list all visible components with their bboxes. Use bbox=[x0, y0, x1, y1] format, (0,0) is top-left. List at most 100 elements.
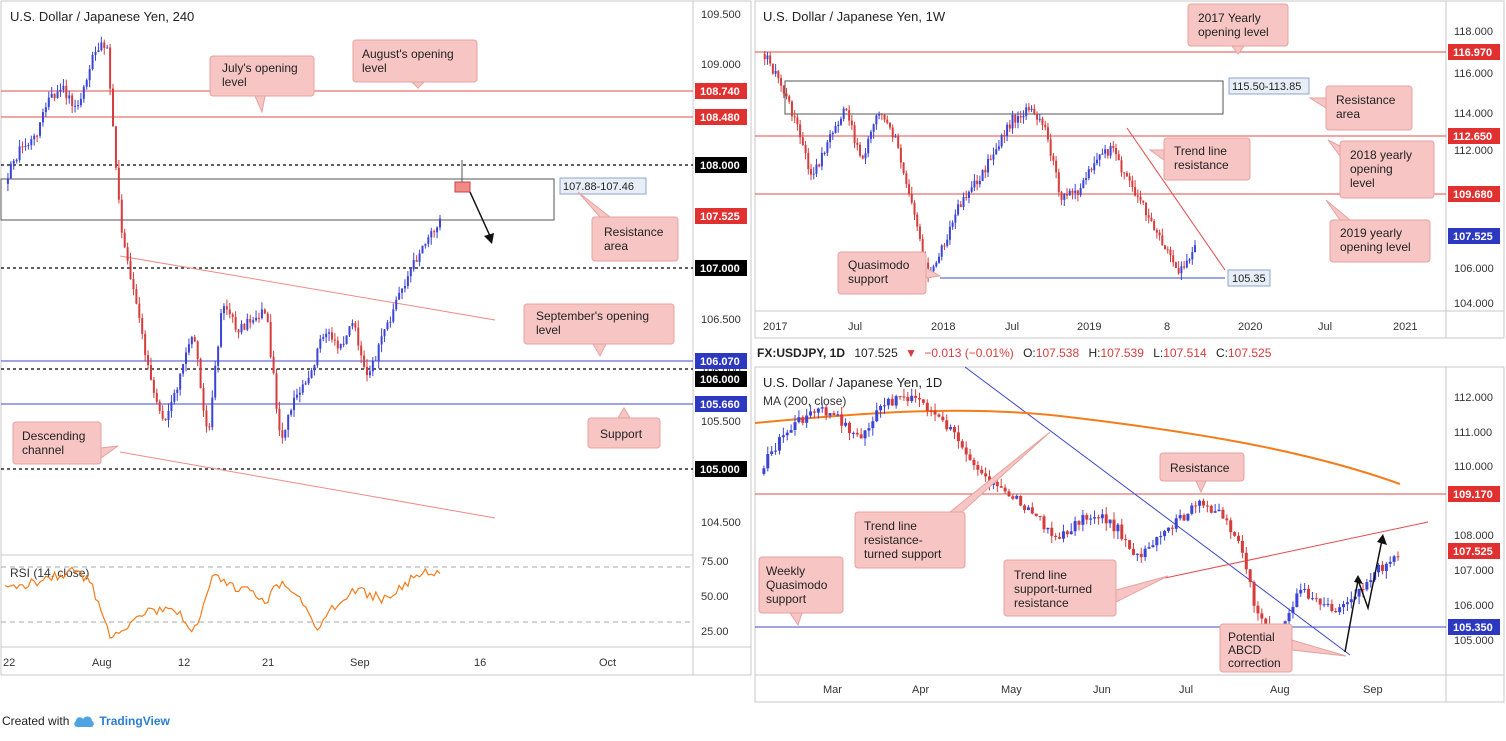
candle-body bbox=[18, 146, 21, 160]
candle-body bbox=[30, 139, 33, 146]
candle-body bbox=[1166, 249, 1169, 251]
candle-body bbox=[1365, 582, 1369, 590]
candle-body bbox=[1295, 593, 1299, 607]
candle-body bbox=[1131, 180, 1134, 188]
candle-body bbox=[47, 97, 50, 108]
daily-abcd-path bbox=[1344, 539, 1383, 653]
h4-time-axis: 22 Aug 12 21 Sep 16 Oct bbox=[3, 657, 616, 669]
weekly-panel: U.S. Dollar / Japanese Yen, 1W 115.50-11… bbox=[754, 0, 1505, 339]
candle-body bbox=[949, 427, 953, 430]
candle-body bbox=[313, 365, 316, 371]
candle-body bbox=[766, 55, 769, 60]
candle-body bbox=[863, 430, 867, 439]
daily-change: −0.013 (−0.01%) bbox=[924, 346, 1013, 360]
candle-body bbox=[1057, 172, 1060, 193]
candle-body bbox=[1194, 505, 1198, 507]
weekly-qm-label-bg bbox=[1227, 269, 1271, 287]
candle-body bbox=[1058, 536, 1062, 539]
weekly-title: U.S. Dollar / Japanese Yen, 1W bbox=[763, 9, 946, 24]
candle-body bbox=[785, 93, 788, 97]
candle-body bbox=[948, 226, 951, 240]
candle-body bbox=[401, 288, 404, 293]
candle-body bbox=[1124, 539, 1128, 541]
footer-brand[interactable]: TradingView bbox=[99, 714, 170, 728]
price-tick: 110.000 bbox=[1454, 461, 1493, 473]
footer[interactable]: Created with TradingView bbox=[2, 711, 170, 731]
weekly-zone-label: 115.50-113.85 bbox=[1232, 81, 1301, 93]
candle-body bbox=[937, 414, 941, 417]
candle-body bbox=[1104, 149, 1107, 154]
daily-close-label: C: bbox=[1216, 346, 1228, 360]
h4-range-label-bg bbox=[559, 177, 647, 195]
candle-body bbox=[222, 306, 225, 314]
candle-body bbox=[932, 266, 935, 272]
candle-body bbox=[992, 154, 995, 160]
candle-body bbox=[970, 187, 973, 192]
candle-body bbox=[1322, 604, 1326, 606]
candle-body bbox=[1334, 610, 1338, 613]
time-tick: Aug bbox=[92, 657, 112, 669]
candle-body bbox=[888, 122, 891, 128]
candle-body bbox=[872, 124, 875, 132]
candle-body bbox=[908, 184, 911, 194]
candle-body bbox=[770, 451, 774, 455]
weekly-trend-text-2: resistance bbox=[1174, 158, 1229, 172]
candle-body bbox=[799, 124, 802, 138]
candle-body bbox=[1052, 155, 1055, 161]
candle-body bbox=[1182, 515, 1186, 521]
candle-body bbox=[217, 346, 220, 366]
daily-trend-str-text-1: Trend line bbox=[1014, 568, 1067, 582]
h4-august-callout-text-2: level bbox=[362, 61, 387, 75]
candle-body bbox=[1158, 232, 1161, 236]
candle-body bbox=[925, 402, 929, 411]
candle-body bbox=[383, 329, 386, 337]
candle-body bbox=[266, 313, 269, 322]
candle-body bbox=[1392, 556, 1396, 562]
candle-body bbox=[1116, 524, 1120, 532]
candle-body bbox=[1061, 531, 1065, 539]
candle-body bbox=[951, 222, 954, 227]
candle-body bbox=[1090, 169, 1093, 171]
candle-body bbox=[1030, 108, 1033, 110]
candle-body bbox=[864, 153, 867, 159]
candle-body bbox=[298, 392, 301, 395]
candle-body bbox=[943, 245, 946, 247]
candle-body bbox=[968, 454, 972, 460]
candle-body bbox=[1093, 163, 1096, 171]
time-tick: 2018 bbox=[931, 321, 955, 333]
weekly-2018-text-2: opening bbox=[1350, 162, 1393, 176]
candle-body bbox=[161, 411, 164, 419]
candle-body bbox=[1380, 564, 1384, 571]
candle-body bbox=[853, 125, 856, 143]
candle-body bbox=[114, 126, 117, 168]
candle-body bbox=[187, 344, 190, 353]
candle-body bbox=[371, 360, 374, 372]
candle-body bbox=[1314, 598, 1318, 600]
candle-body bbox=[976, 180, 979, 185]
candle-body bbox=[910, 395, 914, 402]
candle-body bbox=[1098, 154, 1101, 160]
candle-body bbox=[439, 218, 441, 228]
weekly-2019-text-1: 2019 yearly bbox=[1340, 226, 1402, 240]
candle-body bbox=[1147, 215, 1150, 218]
daily-trend-rts-text-3: turned support bbox=[864, 547, 942, 561]
daily-trend-str-callout: Trend line support-turned resistance bbox=[1003, 559, 1169, 617]
candle-body bbox=[935, 262, 938, 267]
candle-body bbox=[1074, 190, 1077, 193]
candle-body bbox=[82, 86, 85, 99]
candle-body bbox=[307, 378, 310, 384]
candle-body bbox=[918, 397, 921, 400]
candle-body bbox=[976, 465, 980, 470]
candle-body bbox=[15, 159, 18, 161]
candle-body bbox=[905, 173, 908, 185]
candle-body bbox=[962, 197, 965, 207]
weekly-2018-callout: 2018 yearly opening level bbox=[1327, 139, 1435, 199]
daily-last: 107.525 bbox=[854, 346, 898, 360]
candle-body bbox=[1205, 505, 1209, 507]
time-tick: Jun bbox=[1093, 684, 1111, 696]
candle-body bbox=[1134, 187, 1137, 196]
price-label: 107.525 bbox=[700, 211, 740, 223]
candle-body bbox=[368, 371, 371, 376]
daily-ma200-line bbox=[754, 409, 1401, 485]
candle-body bbox=[1190, 505, 1194, 514]
